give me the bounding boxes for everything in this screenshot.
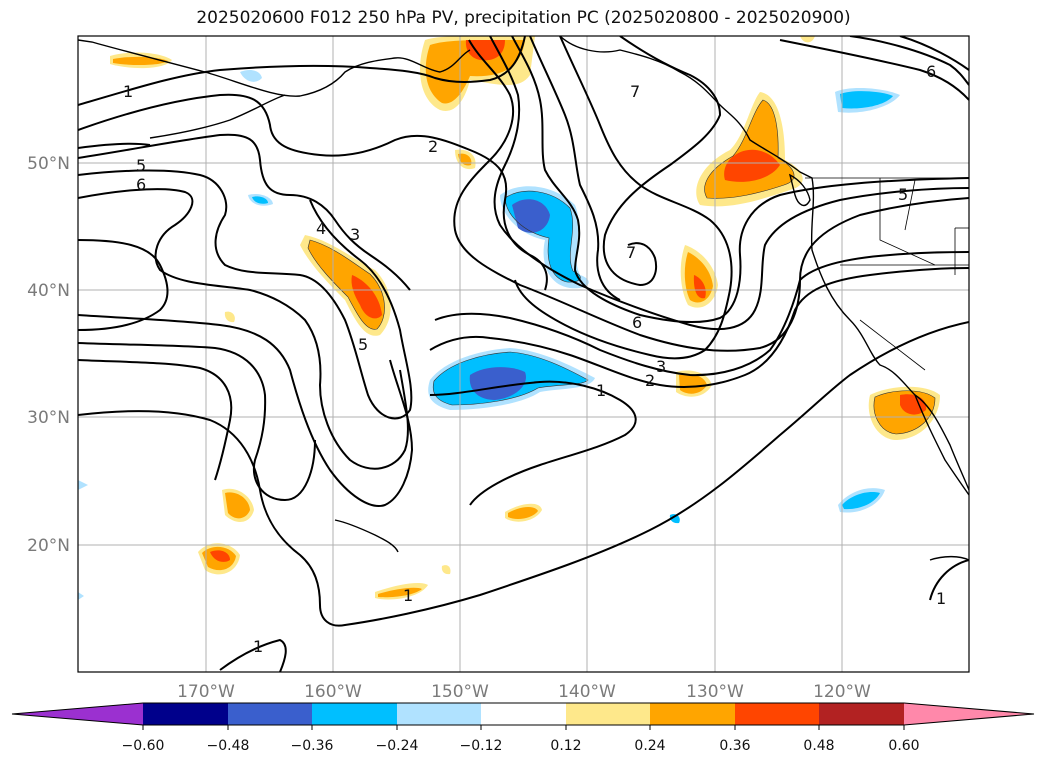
colorbar-tick-label: −0.24 — [376, 738, 419, 754]
colorbar-tick-label: −0.36 — [291, 738, 334, 754]
colorbar-tick-label: −0.60 — [122, 738, 165, 754]
colorbar-bin — [819, 703, 904, 725]
contour-label: 5 — [358, 335, 368, 354]
colorbar-bin — [481, 703, 566, 725]
contour-label: 1 — [596, 381, 606, 400]
colorbar-bin — [566, 703, 650, 725]
colorbar-tick-labels: −0.60 −0.48 −0.36 −0.24 −0.12 0.12 0.24 … — [122, 738, 920, 754]
map-title: 2025020600 F012 250 hPa PV, precipitatio… — [196, 8, 851, 28]
lon-label: 120°W — [813, 682, 871, 702]
contour-label: 3 — [350, 225, 360, 244]
colorbar-bin — [397, 703, 481, 725]
colorbar-tick-label: 0.60 — [888, 738, 919, 754]
lon-label: 140°W — [558, 682, 616, 702]
pv-contours — [78, 36, 969, 672]
colorbar-bin — [143, 703, 228, 725]
contour-label: 2 — [645, 371, 655, 390]
plot-frame — [77, 35, 970, 673]
contour-label: 1 — [123, 82, 133, 101]
lat-label: 20°N — [27, 536, 70, 556]
colorbar-bin — [312, 703, 397, 725]
contour-label: 1 — [253, 637, 263, 656]
colorbar-extend-high — [904, 703, 1034, 725]
contour-label: 3 — [656, 357, 666, 376]
contour-label: 7 — [630, 82, 640, 101]
longitude-labels: 170°W 160°W 150°W 140°W 130°W 120°W — [177, 682, 871, 702]
lat-label: 30°N — [27, 408, 70, 428]
colorbar-tick-label: −0.48 — [207, 738, 250, 754]
lon-label: 170°W — [177, 682, 235, 702]
colorbar-bin — [735, 703, 819, 725]
lon-label: 160°W — [304, 682, 362, 702]
colorbar-tick-marks — [142, 725, 905, 730]
contour-label: 1 — [936, 589, 946, 608]
contour-label: 5 — [898, 185, 908, 204]
contour-label: 4 — [316, 219, 326, 238]
colorbar-tick-label: −0.12 — [460, 738, 503, 754]
lat-label: 50°N — [27, 154, 70, 174]
lat-label: 40°N — [27, 281, 70, 301]
latitude-labels: 50°N 40°N 30°N 20°N — [27, 154, 70, 556]
contour-label: 2 — [428, 137, 438, 156]
gridlines — [78, 36, 969, 672]
contour-label: 6 — [136, 175, 146, 194]
colorbar-tick-label: 0.12 — [550, 738, 581, 754]
colorbar-bin — [650, 703, 735, 725]
contour-label: 1 — [403, 586, 413, 605]
contour-label: 5 — [136, 156, 146, 175]
colorbar-tick-label: 0.36 — [719, 738, 750, 754]
colorbar: −0.60 −0.48 −0.36 −0.24 −0.12 0.12 0.24 … — [11, 702, 1035, 754]
contour-label: 7 — [626, 243, 636, 262]
lon-label: 130°W — [686, 682, 744, 702]
colorbar-bin — [228, 703, 312, 725]
colorbar-tick-label: 0.48 — [803, 738, 834, 754]
lon-label: 150°W — [431, 682, 489, 702]
pv-contour-labels: 1 5 6 2 4 3 5 7 6 3 2 1 7 6 5 1 1 1 — [123, 62, 946, 656]
contour-label: 6 — [926, 62, 936, 81]
colorbar-tick-label: 0.24 — [634, 738, 665, 754]
contour-label: 6 — [632, 313, 642, 332]
colorbar-extend-low — [12, 703, 143, 725]
